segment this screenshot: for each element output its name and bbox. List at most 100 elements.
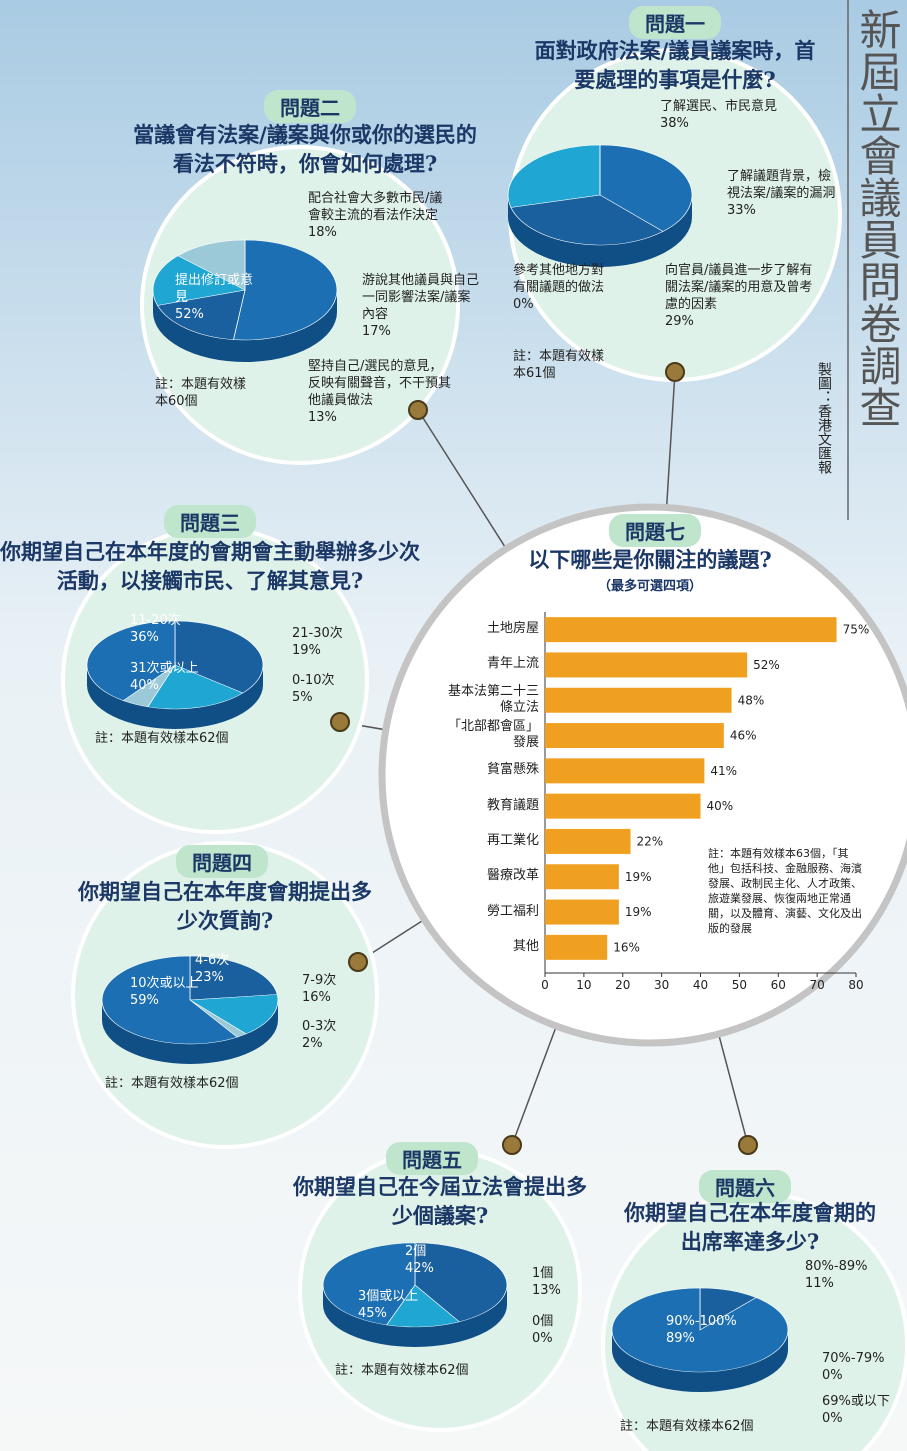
pie [507,144,693,246]
bar [545,652,748,678]
slice-value: 5% [292,690,313,705]
slice-value: 52% [175,307,204,322]
value-label: 22% [637,834,664,848]
pie-slice [147,664,244,710]
slice-name: 4-6次 [195,953,230,968]
slice-value: 0% [822,1368,843,1383]
x-tick-label: 70 [809,978,824,992]
slice-value: 0% [532,1331,553,1346]
pie-slice [174,620,264,694]
note: 註：本題有效樣本62個 [335,1363,469,1378]
slice-name: 11-20次 [130,613,181,628]
x-tick-label: 0 [541,978,549,992]
slice-label: 69%或以下 0% [822,1393,907,1427]
connector-dot [665,362,685,382]
slice-name: 90%-100% [666,1314,737,1329]
slice-value: 45% [358,1306,387,1321]
slice-name: 了解議題背景，檢視法案/議案的漏洞 [727,169,836,201]
slice-value: 40% [130,678,159,693]
pie-slice [101,955,238,1045]
slice-name: 了解選民、市民意見 [660,99,778,114]
slice-name: 3個或以上 [358,1289,419,1304]
pie-slice [233,239,338,341]
question-title: 你期望自己在本年度會期的出席率達多少? [624,1200,876,1254]
slice-value: 89% [666,1331,695,1346]
question-title: 你期望自己在今屆立法會提出多少個議案? [293,1174,587,1228]
question-label: 問題一 [629,6,721,39]
slice-value: 17% [362,324,391,339]
bar [545,723,724,749]
slice-label: 21-30次 19% [292,625,372,659]
slice-name: 配合社會大多數市民/議會較主流的看法作決定 [308,191,443,223]
main-title: 新屆立會議員問卷調查 [853,8,902,428]
slice-name: 7-9次 [302,973,337,988]
slice-label: 0-10次 5% [292,672,372,706]
slice-value: 18% [308,225,337,240]
category-label: 醫療改革 [486,868,539,884]
slice-name: 21-30次 [292,626,343,641]
x-tick-label: 80 [848,978,863,992]
bar [545,864,619,890]
slice-value: 33% [727,203,756,218]
category-label: 貧富懸殊 [486,762,539,778]
slice-label: 配合社會大多數市民/議會較主流的看法作決定 18% [308,190,453,241]
slice-label: 10次或以上 59% [130,975,200,1009]
value-label: 48% [738,693,765,707]
slice-value: 29% [665,314,694,329]
pie [101,955,279,1045]
pie-slice [414,1242,508,1323]
slice-label: 了解議題背景，檢視法案/議案的漏洞 33% [727,168,837,219]
pie-side [153,290,337,362]
slice-label: 3個或以上 45% [358,1288,448,1322]
pie-slice [611,1287,789,1373]
slice-value: 19% [292,643,321,658]
slice-name: 游說其他議員與自己一同影響法案/議案內容 [362,273,480,322]
value-label: 16% [613,940,640,954]
bar [545,758,705,784]
value-label: 52% [753,658,780,672]
pie [152,239,338,341]
slice-value: 23% [195,970,224,985]
slice-value: 0% [513,297,534,312]
value-label: 40% [707,799,734,813]
slice-value: 38% [660,116,689,131]
value-label: 75% [843,623,870,637]
pie-slice [177,239,246,291]
slice-name: 80%-89% [805,1259,868,1274]
pie-slice [86,620,176,701]
slice-value: 16% [302,990,331,1005]
question-title: 你期望自己在本年度會期提出多少次質詢? [78,879,372,933]
note: 註：本題有效樣本63個，「其他」包括科技、金融服務、海濱發展、政制民主化、人才政… [708,847,862,935]
question-label: 問題七 [609,514,701,547]
question-title: 面對政府法案/議員議案時，首要處理的事項是什麼? [534,38,816,92]
pie-slice [507,144,601,208]
slice-label: 1個 13% [532,1265,592,1299]
question-title: 當議會有法案/議案與你或你的選民的看法不符時，你會如何處理? [133,122,477,176]
category-label: 土地房屋 [486,621,539,637]
slice-label: 游說其他議員與自己一同影響法案/議案內容 17% [362,272,482,340]
pie-slice [510,194,664,246]
question-label: 問題四 [176,845,268,878]
pie-slice [156,289,246,340]
slice-label: 堅持自己/選民的意見，反映有關聲音，不干預其他議員做法 13% [308,358,453,426]
value-label: 41% [710,764,737,778]
slice-label: 參考其他地方對有關議題的做法 0% [513,262,608,313]
pie-slice [152,255,246,306]
category-label: 教育議題 [486,797,539,813]
x-tick-label: 60 [771,978,786,992]
slice-value: 0% [822,1411,843,1426]
slice-label: 提出修訂或意見 52% [175,272,255,323]
slice-value: 13% [532,1283,561,1298]
slice-name: 70%-79% [822,1351,885,1366]
category-label: 勞工福利 [486,903,539,919]
slice-name: 堅持自己/選民的意見，反映有關聲音，不干預其他議員做法 [308,359,452,408]
connector-dot [502,1135,522,1155]
pie-side [323,1285,507,1347]
pie [611,1287,789,1373]
x-tick-label: 30 [654,978,669,992]
pie-slice [599,144,693,232]
slice-name: 1個 [532,1266,554,1281]
slice-label: 0-3次 2% [302,1018,372,1052]
question-title: 你期望自己在本年度的會期會主動舉辦多少次活動，以接觸市民、了解其意見? [0,539,420,593]
